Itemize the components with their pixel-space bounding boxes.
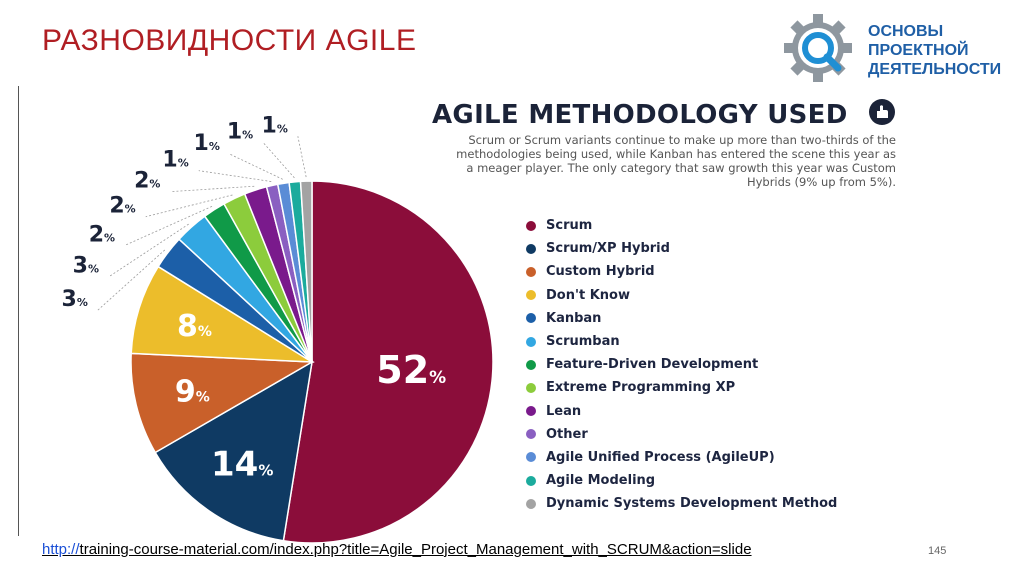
legend-swatch [526,220,536,231]
legend-item: Feature-Driven Development [526,353,837,376]
legend-item: Agile Unified Process (AgileUP) [526,446,837,469]
logo-line-3: ДЕЯТЕЛЬНОСТИ [868,61,1002,78]
source-link-path[interactable]: training-course-material.com/index.php?t… [79,541,752,558]
slice-value-label: 3% [62,287,88,312]
pie-slice [154,360,313,542]
legend-label: Custom Hybrid [546,264,655,280]
legend-label: Scrum/XP Hybrid [546,241,670,257]
slice-value-label: 3% [73,254,99,279]
subtitle-line: a meager player. The only category that … [466,161,896,175]
legend-swatch [526,498,536,509]
divider-line [18,86,19,536]
slice-value-label: 2% [109,194,135,219]
legend-swatch [526,452,536,463]
source-link[interactable]: http://training-course-material.com/inde… [42,541,752,558]
legend-label: Feature-Driven Development [546,357,759,373]
slice-value-label: 1% [162,148,188,173]
subtitle-line: Scrum or Scrum variants continue to make… [468,133,896,147]
leader-line [297,136,307,178]
slide-title: РАЗНОВИДНОСТИ AGILE [42,24,417,57]
slice-value-label: 52% [376,348,446,392]
leader-line [170,185,255,193]
legend-label: Other [546,426,588,442]
legend-label: Dynamic Systems Development Method [546,496,838,512]
slice-value-label: 1% [262,113,288,138]
logo-line-2: ПРОЕКТНОЙ [868,42,969,59]
logo-text: ОСНОВЫ ПРОЕКТНОЙ ДЕЯТЕЛЬНОСТИ [868,22,1001,79]
legend-swatch [526,313,536,324]
legend-label: Scrumban [546,334,620,350]
pie-slice [130,352,315,454]
slice-value-label: 14% [211,444,273,484]
legend-item: Scrumban [526,330,837,353]
legend-label: Agile Modeling [546,473,656,489]
legend-item: Kanban [526,307,837,330]
chart-legend: Scrum Scrum/XP Hybrid Custom Hybrid Don't K… [526,214,837,515]
legend-swatch [526,243,536,254]
chart-subtitle: Scrum or Scrum variants continue to make… [396,133,896,189]
legend-item: Dynamic Systems Development Method [526,492,837,515]
legend-swatch [526,359,536,370]
slice-value-label: 2% [134,169,160,194]
pie-slice [130,265,315,363]
slice-value-label: 1% [227,120,253,145]
legend-swatch [526,475,536,486]
legend-item: Custom Hybrid [526,260,837,283]
subtitle-line: Hybrids (9% up from 5%). [746,175,896,189]
pie-slice [282,180,494,544]
legend-label: Kanban [546,310,602,326]
gear-magnifier-icon [784,14,852,82]
legend-label: Lean [546,403,582,419]
slice-value-label: 8% [177,309,212,344]
legend-item: Don't Know [526,284,837,307]
chart-title: AGILE METHODOLOGY USED [432,100,848,130]
page-number: 145 [928,545,947,557]
legend-swatch [526,266,536,277]
legend-label: Don't Know [546,287,630,303]
legend-item: Lean [526,400,837,423]
legend-label: Extreme Programming XP [546,380,736,396]
source-link-protocol[interactable]: http:// [42,541,80,558]
legend-item: Other [526,423,837,446]
pie-slice [299,180,313,363]
leader-line [97,249,166,311]
legend-label: Agile Unified Process (AgileUP) [546,449,775,465]
legend-item: Agile Modeling [526,469,837,492]
hand-pointer-icon [869,99,895,125]
legend-swatch [526,336,536,347]
legend-swatch [526,382,536,393]
legend-item: Scrum/XP Hybrid [526,237,837,260]
leader-line [198,170,272,182]
legend-item: Extreme Programming XP [526,376,837,399]
legend-item: Scrum [526,214,837,237]
slice-value-label: 2% [89,222,115,247]
logo-line-1: ОСНОВЫ [868,23,944,40]
legend-swatch [526,429,536,440]
slice-value-label: 9% [175,375,210,410]
slice-value-label: 1% [194,131,220,156]
legend-label: Scrum [546,218,593,234]
leader-line [229,153,283,180]
legend-swatch [526,290,536,301]
leader-line [145,194,233,218]
subtitle-line: methodologies being used, while Kanban h… [456,147,896,161]
logo: ОСНОВЫ ПРОЕКТНОЙ ДЕЯТЕЛЬНОСТИ [782,14,1018,86]
legend-swatch [526,406,536,417]
